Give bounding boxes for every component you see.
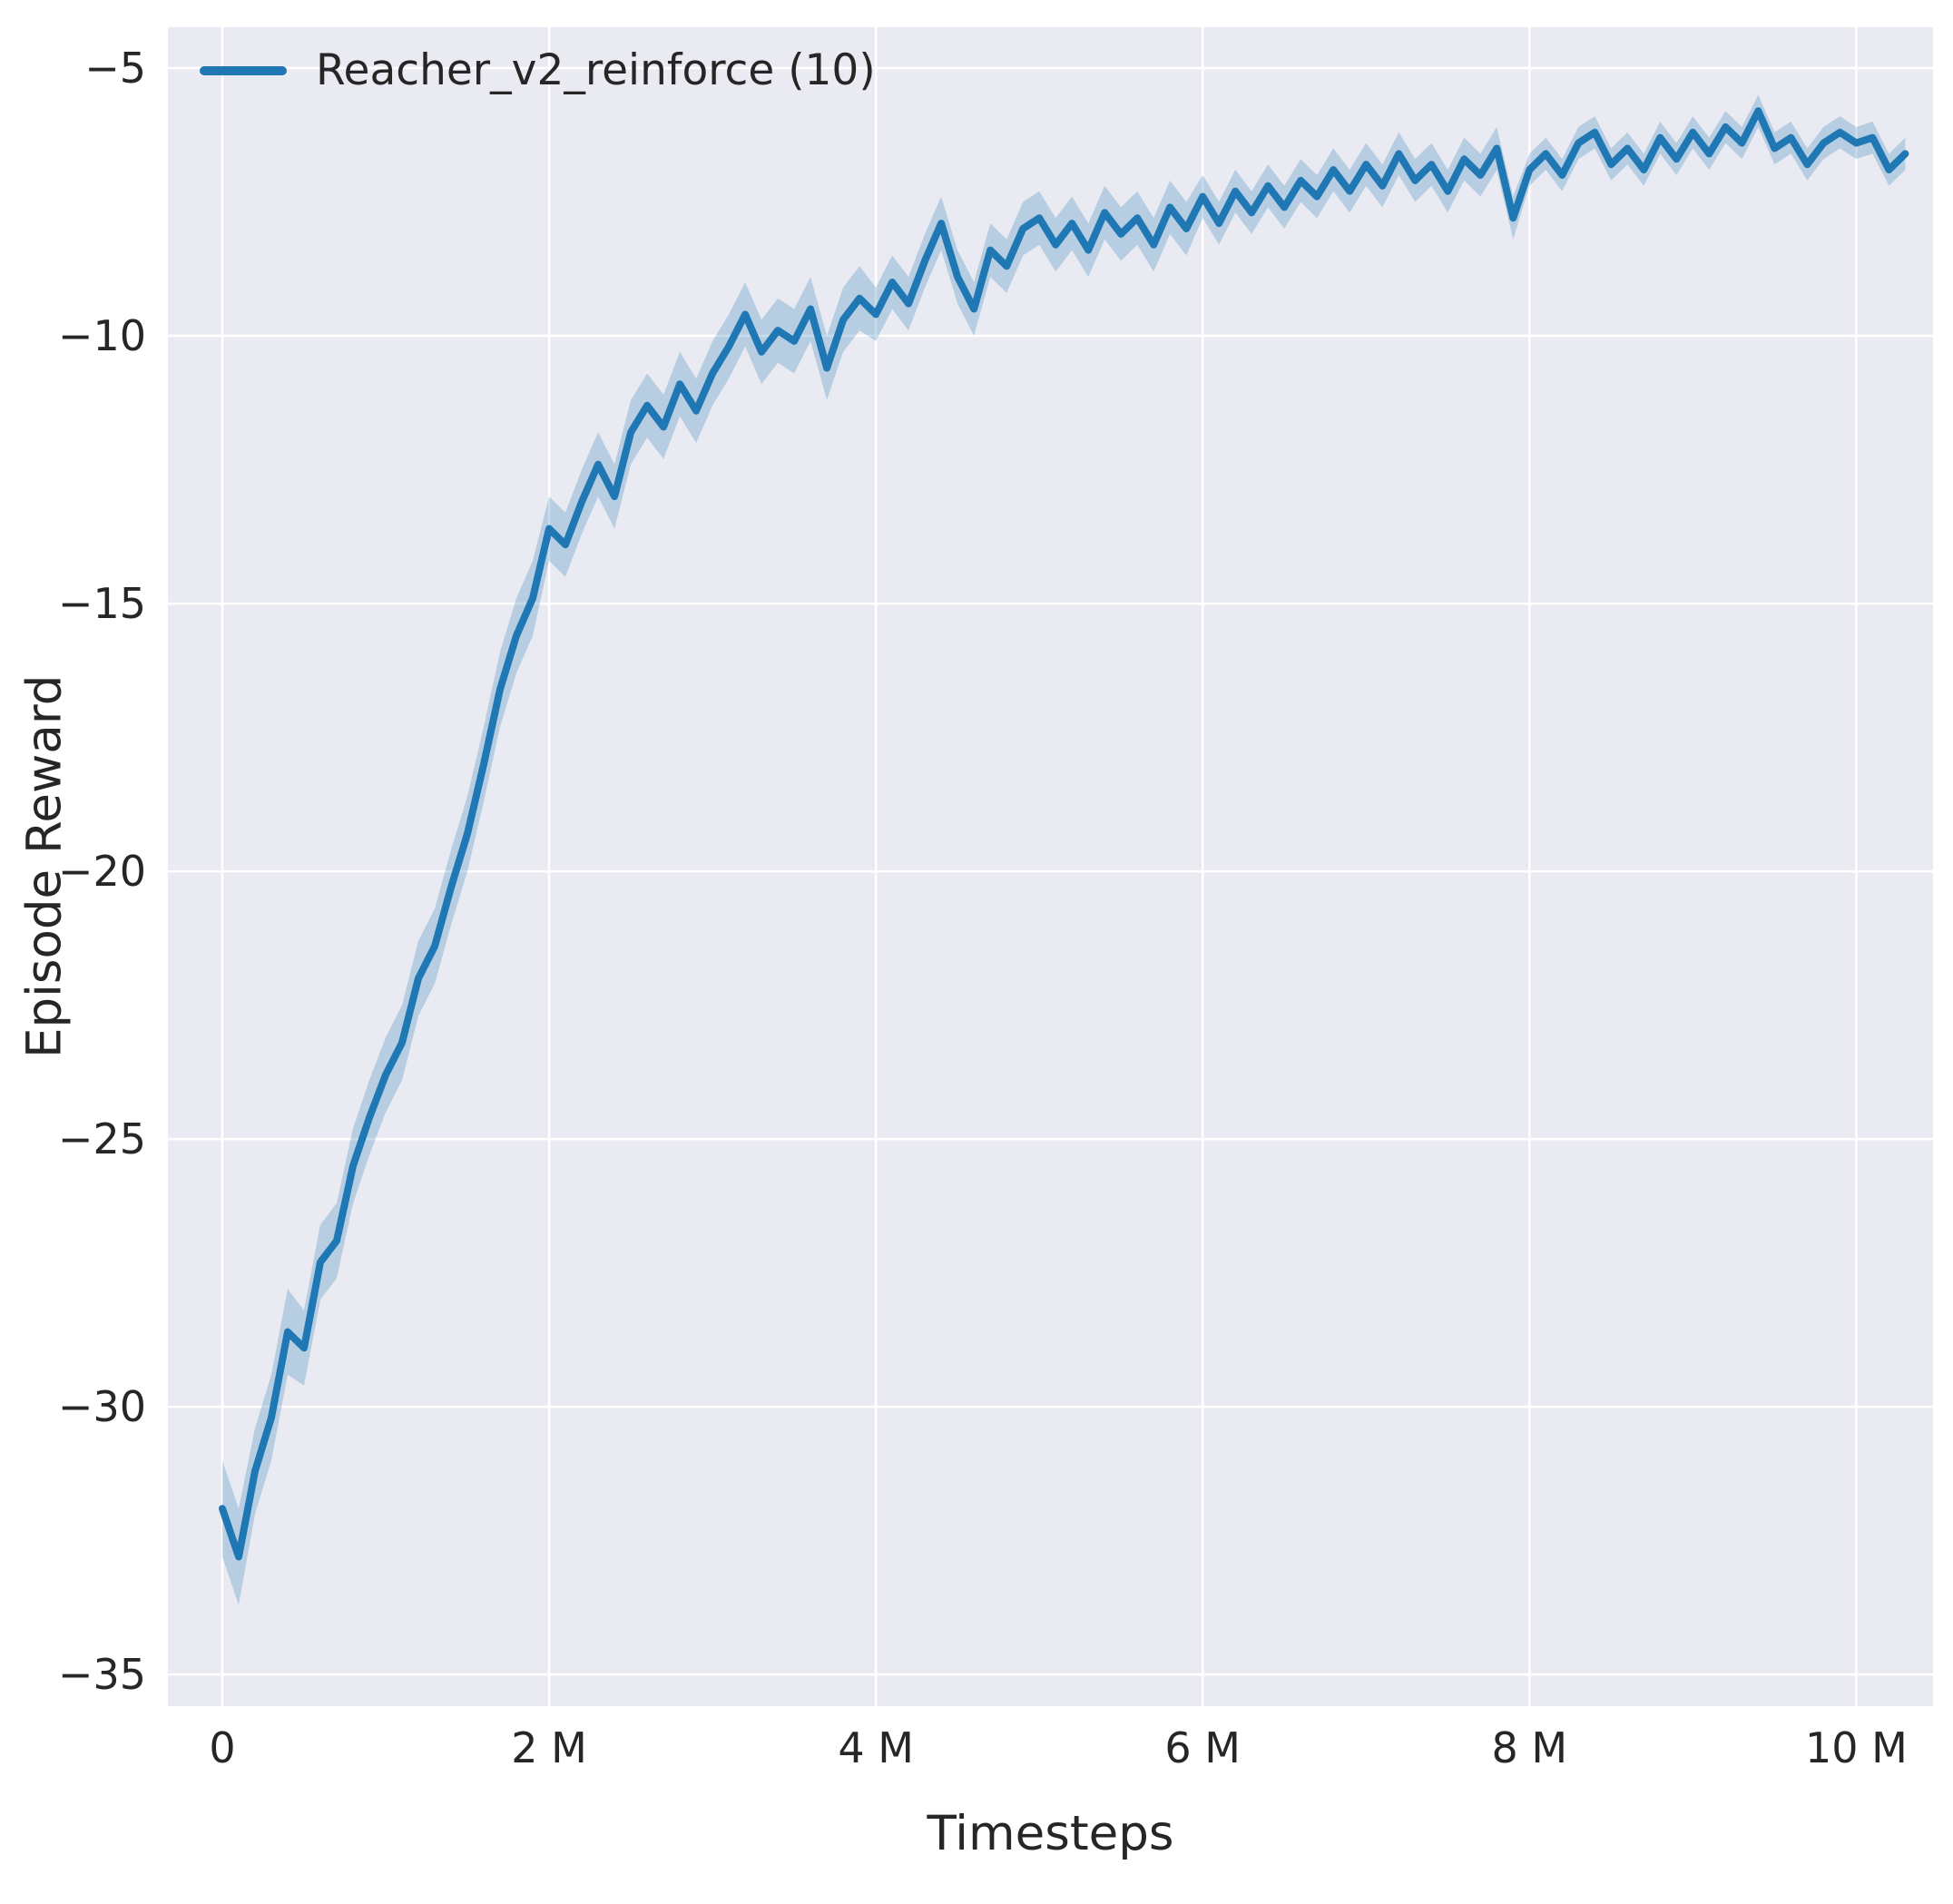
y-tick-label: −30 (58, 1382, 146, 1431)
x-tick-label: 10 M (1805, 1723, 1908, 1772)
x-tick-labels: 0 2 M 4 M 6 M 8 M 10 M (209, 1723, 1907, 1772)
legend-line-swatch (200, 65, 287, 75)
plot-background (168, 27, 1933, 1706)
y-tick-label: −10 (58, 311, 146, 360)
y-tick-label: −5 (84, 44, 146, 93)
legend: Reacher_v2_reinforce (10) (200, 45, 876, 95)
y-tick-label: −20 (58, 847, 146, 896)
legend-series-label: Reacher_v2_reinforce (10) (316, 45, 876, 95)
x-tick-label: 6 M (1164, 1723, 1241, 1772)
x-tick-label: 0 (209, 1723, 235, 1772)
y-tick-labels: −5 −10 −15 −20 −25 −30 −35 (58, 44, 146, 1699)
y-tick-label: −15 (58, 579, 146, 628)
y-axis-label: Episode Reward (16, 674, 73, 1059)
x-axis-label: Timesteps (927, 1806, 1174, 1861)
y-tick-label: −35 (58, 1650, 146, 1699)
x-tick-label: 2 M (511, 1723, 587, 1772)
y-tick-label: −25 (58, 1114, 146, 1163)
x-tick-label: 4 M (838, 1723, 914, 1772)
x-tick-label: 8 M (1492, 1723, 1568, 1772)
series-line (219, 107, 1909, 1561)
